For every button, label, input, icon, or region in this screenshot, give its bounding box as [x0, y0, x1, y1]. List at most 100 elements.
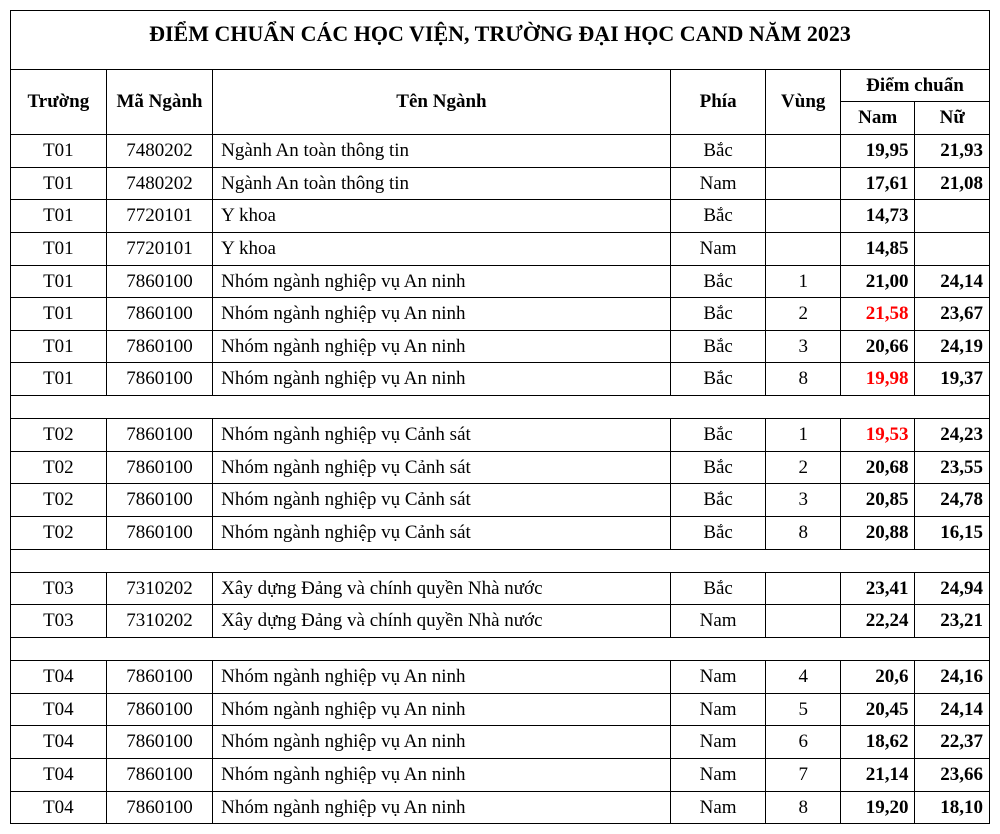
- cell-ten: Nhóm ngành nghiệp vụ An ninh: [213, 363, 671, 396]
- header-ten: Tên Ngành: [213, 69, 671, 134]
- cell-truong: T02: [11, 484, 107, 517]
- cell-vung: 7: [766, 758, 840, 791]
- cell-ten: Nhóm ngành nghiệp vụ Cảnh sát: [213, 484, 671, 517]
- cell-nam: 20,85: [840, 484, 914, 517]
- cell-truong: T01: [11, 265, 107, 298]
- cell-vung: [766, 605, 840, 638]
- cell-nu: [915, 200, 990, 233]
- cell-truong: T03: [11, 605, 107, 638]
- cell-nam: 19,98: [840, 363, 914, 396]
- cell-truong: T01: [11, 363, 107, 396]
- header-truong: Trường: [11, 69, 107, 134]
- cell-ma: 7860100: [106, 363, 212, 396]
- table-row: T017720101Y khoaBắc 14,73: [11, 200, 990, 233]
- cell-ma: 7310202: [106, 605, 212, 638]
- cell-ten: Nhóm ngành nghiệp vụ An ninh: [213, 693, 671, 726]
- cell-nam: 21,58: [840, 298, 914, 331]
- cell-ma: 7860100: [106, 298, 212, 331]
- cell-truong: T02: [11, 451, 107, 484]
- cell-ma: 7720101: [106, 232, 212, 265]
- cell-vung: 3: [766, 484, 840, 517]
- cell-ma: 7860100: [106, 419, 212, 452]
- cell-truong: T01: [11, 167, 107, 200]
- cell-nam: 19,95: [840, 134, 914, 167]
- header-diemchuan: Điểm chuẩn: [840, 69, 989, 102]
- cell-ten: Xây dựng Đảng và chính quyền Nhà nước: [213, 605, 671, 638]
- cell-ten: Ngành An toàn thông tin: [213, 167, 671, 200]
- cell-ma: 7860100: [106, 758, 212, 791]
- cell-ten: Nhóm ngành nghiệp vụ Cảnh sát: [213, 419, 671, 452]
- cell-phia: Nam: [670, 167, 766, 200]
- cell-vung: [766, 572, 840, 605]
- header-phia: Phía: [670, 69, 766, 134]
- cell-nam: 20,66: [840, 330, 914, 363]
- title-gap-row: [11, 59, 990, 70]
- cell-nam: 21,14: [840, 758, 914, 791]
- spacer-cell: [11, 396, 990, 419]
- cell-nam: 21,00: [840, 265, 914, 298]
- cell-nam: 14,73: [840, 200, 914, 233]
- cell-vung: 1: [766, 419, 840, 452]
- cell-ma: 7720101: [106, 200, 212, 233]
- table-row: T017860100Nhóm ngành nghiệp vụ An ninhBắ…: [11, 298, 990, 331]
- cell-phia: Bắc: [670, 265, 766, 298]
- group-spacer: [11, 549, 990, 572]
- cell-nu: [915, 232, 990, 265]
- cell-nam: 22,24: [840, 605, 914, 638]
- cell-truong: T04: [11, 726, 107, 759]
- cell-truong: T01: [11, 298, 107, 331]
- cell-nu: 23,66: [915, 758, 990, 791]
- cell-nu: 24,14: [915, 265, 990, 298]
- cell-vung: 2: [766, 451, 840, 484]
- cell-vung: [766, 232, 840, 265]
- cell-nu: 19,37: [915, 363, 990, 396]
- cell-nu: 22,37: [915, 726, 990, 759]
- cell-ma: 7860100: [106, 791, 212, 824]
- cell-truong: T01: [11, 330, 107, 363]
- cell-nu: 23,55: [915, 451, 990, 484]
- cell-ma: 7860100: [106, 451, 212, 484]
- cell-nu: 23,21: [915, 605, 990, 638]
- cell-ten: Nhóm ngành nghiệp vụ An ninh: [213, 265, 671, 298]
- cell-phia: Bắc: [670, 419, 766, 452]
- group-spacer: [11, 396, 990, 419]
- table-row: T017480202Ngành An toàn thông tinNam17,6…: [11, 167, 990, 200]
- cell-phia: Bắc: [670, 363, 766, 396]
- cell-truong: T04: [11, 693, 107, 726]
- header-ma: Mã Ngành: [106, 69, 212, 134]
- cell-nu: 21,93: [915, 134, 990, 167]
- cell-truong: T04: [11, 660, 107, 693]
- cell-ten: Xây dựng Đảng và chính quyền Nhà nước: [213, 572, 671, 605]
- cell-ma: 7860100: [106, 660, 212, 693]
- cell-vung: 4: [766, 660, 840, 693]
- cell-nam: 14,85: [840, 232, 914, 265]
- document-root: ĐIỂM CHUẨN CÁC HỌC VIỆN, TRƯỜNG ĐẠI HỌC …: [10, 10, 990, 824]
- cell-phia: Bắc: [670, 451, 766, 484]
- cell-phia: Bắc: [670, 298, 766, 331]
- cell-ten: Nhóm ngành nghiệp vụ An ninh: [213, 791, 671, 824]
- cell-vung: 2: [766, 298, 840, 331]
- cell-truong: T04: [11, 791, 107, 824]
- cell-phia: Nam: [670, 693, 766, 726]
- cell-truong: T01: [11, 232, 107, 265]
- cell-ma: 7310202: [106, 572, 212, 605]
- header-nam: Nam: [840, 102, 914, 135]
- group-spacer: [11, 637, 990, 660]
- cell-phia: Bắc: [670, 484, 766, 517]
- cell-vung: 6: [766, 726, 840, 759]
- cell-ten: Y khoa: [213, 200, 671, 233]
- cell-nu: 24,14: [915, 693, 990, 726]
- cell-phia: Bắc: [670, 200, 766, 233]
- table-row: T047860100Nhóm ngành nghiệp vụ An ninhNa…: [11, 693, 990, 726]
- cell-vung: 5: [766, 693, 840, 726]
- scores-table: ĐIỂM CHUẨN CÁC HỌC VIỆN, TRƯỜNG ĐẠI HỌC …: [10, 10, 990, 824]
- cell-phia: Nam: [670, 605, 766, 638]
- cell-vung: [766, 167, 840, 200]
- cell-phia: Nam: [670, 726, 766, 759]
- table-row: T027860100Nhóm ngành nghiệp vụ Cảnh sátB…: [11, 484, 990, 517]
- cell-truong: T01: [11, 200, 107, 233]
- table-row: T027860100Nhóm ngành nghiệp vụ Cảnh sátB…: [11, 451, 990, 484]
- cell-ma: 7860100: [106, 726, 212, 759]
- cell-nu: 21,08: [915, 167, 990, 200]
- cell-nam: 20,88: [840, 517, 914, 550]
